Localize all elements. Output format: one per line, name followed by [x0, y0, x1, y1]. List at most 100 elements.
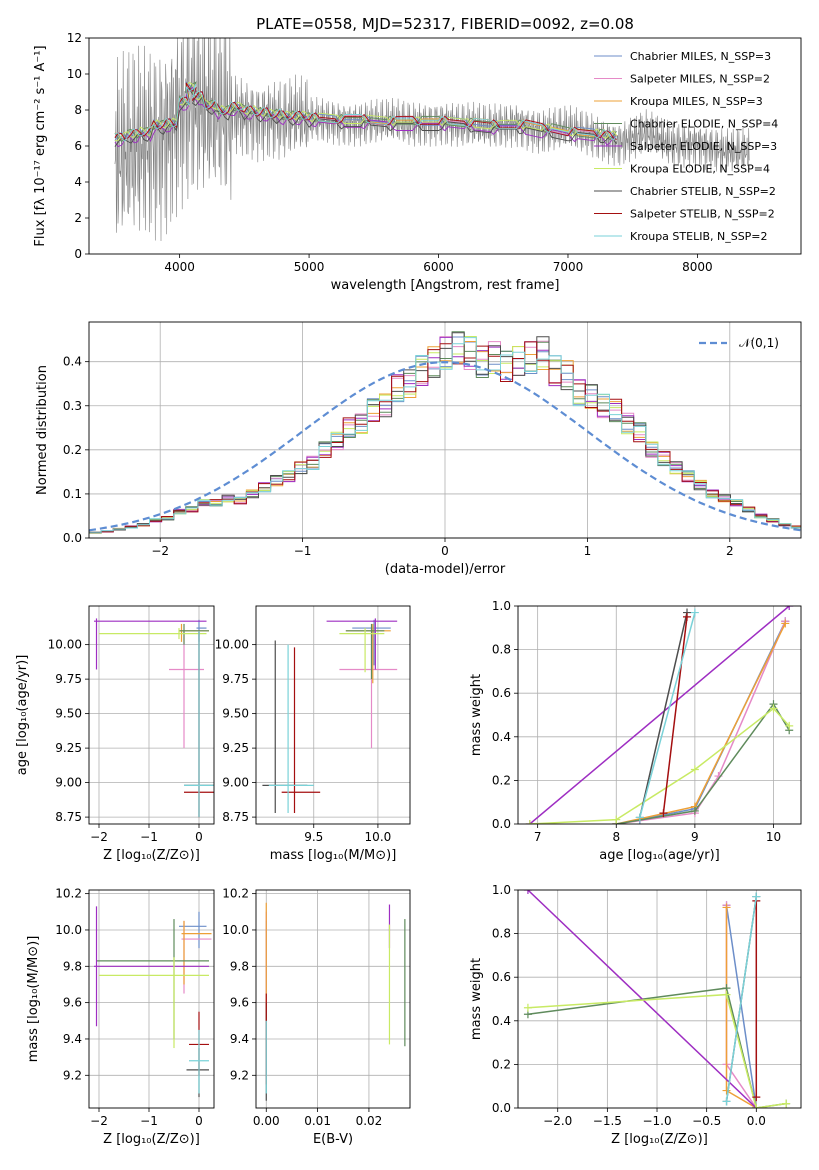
tick-label-x: 1 — [584, 544, 592, 558]
legend-entry: Chabrier STELIB, N_SSP=2 — [630, 185, 776, 198]
axes-frame — [88, 37, 802, 255]
tick-label-x: 6000 — [423, 260, 454, 274]
tick-label-x: 9 — [691, 830, 699, 844]
x-axis-label: Z [log₁₀(Z/Z⊙)] — [103, 1132, 200, 1147]
tick-label-x: 7000 — [553, 260, 584, 274]
tick-label-x: −0.5 — [692, 1114, 721, 1128]
weight-marker — [635, 813, 644, 822]
tick-label-y: 8.75 — [222, 810, 249, 824]
tick-label-y: 9.4 — [230, 1032, 249, 1046]
tick-label-y: 0.4 — [492, 730, 511, 744]
weight-marker — [659, 809, 668, 818]
tick-label-x: −1 — [140, 1114, 158, 1128]
axes-frame — [517, 889, 802, 1109]
tick-label-y: 9.2 — [63, 1068, 82, 1082]
x-axis-label: wavelength [Angstrom, rest frame] — [331, 278, 560, 293]
tick-label-y: 4 — [74, 175, 82, 189]
weight-marker — [785, 606, 794, 610]
tick-label-y: 0.8 — [492, 643, 511, 657]
legend-entry: Salpeter STELIB, N_SSP=2 — [630, 208, 775, 221]
panel-residuals: −2 −1 0 1 2 0.0 0.1 0.2 0.3 0.4 (data-model)/error… — [35, 321, 802, 577]
weight-line — [725, 905, 758, 1108]
weight-marker — [781, 619, 790, 628]
tick-label-x: 0.01 — [304, 1114, 331, 1128]
axes-frame — [255, 889, 411, 1109]
tick-label-y: 0.8 — [492, 927, 511, 941]
tick-label-y: 8.75 — [55, 810, 82, 824]
tick-label-y: 9.50 — [222, 707, 249, 721]
panel-weight_vs_age: 7 8 9 10 0.0 0.2 0.4 0.6 0.8 1.0 age [log₁₀(age/yr… — [469, 599, 802, 863]
tick-label-x: 9.5 — [304, 830, 323, 844]
tick-label-x: −2.0 — [543, 1114, 572, 1128]
tick-label-y: 1.0 — [492, 599, 511, 613]
tick-label-y: 0.3 — [63, 399, 82, 413]
legend-entry: 𝒩(0,1) — [739, 336, 779, 350]
tick-label-x: 5000 — [294, 260, 325, 274]
x-axis-label: E(B-V) — [313, 1132, 353, 1147]
weight-marker — [525, 820, 534, 824]
tick-label-y: 0 — [74, 247, 82, 261]
weight-line — [529, 606, 790, 824]
weight-marker — [752, 892, 761, 901]
tick-label-y: 0.2 — [63, 443, 82, 457]
tick-label-y: 0.1 — [63, 487, 82, 501]
tick-label-y: 9.75 — [222, 672, 249, 686]
x-axis-label: Z [log₁₀(Z/Z⊙)] — [103, 848, 200, 863]
y-axis-label: mass weight — [469, 958, 484, 1040]
y-axis-label: Flux [fλ 10⁻¹⁷ erg cm⁻² s⁻¹ A⁻¹] — [33, 45, 48, 246]
weight-marker — [690, 608, 699, 617]
weight-marker — [690, 765, 699, 774]
y-axis-label: age [log₁₀(age/yr)] — [15, 655, 30, 776]
weight-marker — [769, 704, 778, 713]
tick-label-y: 9.4 — [63, 1032, 82, 1046]
weight-marker — [752, 1104, 761, 1108]
figure-title: PLATE=0558, MJD=52317, FIBERID=0092, z=0… — [256, 15, 634, 33]
weight-marker — [722, 903, 731, 912]
plot-area-spectrum — [114, 38, 750, 242]
plots: 4000 5000 6000 7000 8000024681012wavelength … — [15, 31, 802, 1147]
tick-label-y: 10.00 — [48, 638, 82, 652]
weight-marker — [785, 721, 794, 730]
panel-weight_vs_Z: −2.0 −1.5 −1.0 −0.5 0.0 0.0 0.2 0.4 0.6 0.8 1.0 Z [… — [469, 883, 802, 1147]
tick-label-y: 9.00 — [222, 776, 249, 790]
histogram-step — [89, 337, 801, 534]
weight-line — [639, 612, 696, 818]
y-axis-label: Normed distribution — [35, 365, 50, 495]
tick-label-y: 9.8 — [230, 959, 249, 973]
tick-label-x: 4000 — [164, 260, 195, 274]
tick-label-y: 9.6 — [230, 996, 249, 1010]
tick-label-y: 9.50 — [55, 707, 82, 721]
tick-label-x: 0 — [441, 544, 449, 558]
tick-label-y: 9.2 — [230, 1068, 249, 1082]
tick-label-y: 10.0 — [222, 923, 249, 937]
tick-label-x: 0.0 — [747, 1114, 766, 1128]
plot-area-weight_vs_age — [525, 606, 794, 824]
tick-label-y: 0.6 — [492, 970, 511, 984]
tick-label-y: 8 — [74, 103, 82, 117]
axes-frame — [88, 889, 215, 1109]
tick-label-y: 10 — [67, 67, 82, 81]
y-axis-label: mass [log₁₀(M/M⊙)] — [26, 936, 41, 1063]
tick-label-y: 0.4 — [492, 1014, 511, 1028]
plot-area-age_vs_Z — [94, 618, 214, 818]
tick-label-x: −2 — [90, 830, 108, 844]
weight-marker — [683, 612, 692, 621]
legend-entry: Chabrier MILES, N_SSP=3 — [630, 50, 771, 63]
tick-label-y: 6 — [74, 139, 82, 153]
tick-label-y: 10.2 — [222, 887, 249, 901]
tick-label-x: 0.00 — [253, 1114, 280, 1128]
plot-area-residuals — [89, 331, 801, 534]
panel-age_vs_mass: 9.5 10.0 8.75 9.00 9.25 9.50 9.75 10.00 mass [lo… — [215, 605, 411, 863]
tick-label-y: 0.0 — [492, 817, 511, 831]
tick-label-y: 1.0 — [492, 883, 511, 897]
weight-line — [527, 993, 787, 1108]
plot-area-mass_vs_EBV — [265, 902, 406, 1101]
legend-entry: Salpeter ELODIE, N_SSP=3 — [630, 140, 777, 153]
weight-marker — [523, 1003, 532, 1012]
axes-frame — [88, 605, 215, 825]
tick-label-y: 10.00 — [215, 638, 249, 652]
tick-label-x: −1 — [140, 830, 158, 844]
tick-label-y: 9.25 — [222, 741, 249, 755]
tick-label-x: 0 — [195, 830, 203, 844]
